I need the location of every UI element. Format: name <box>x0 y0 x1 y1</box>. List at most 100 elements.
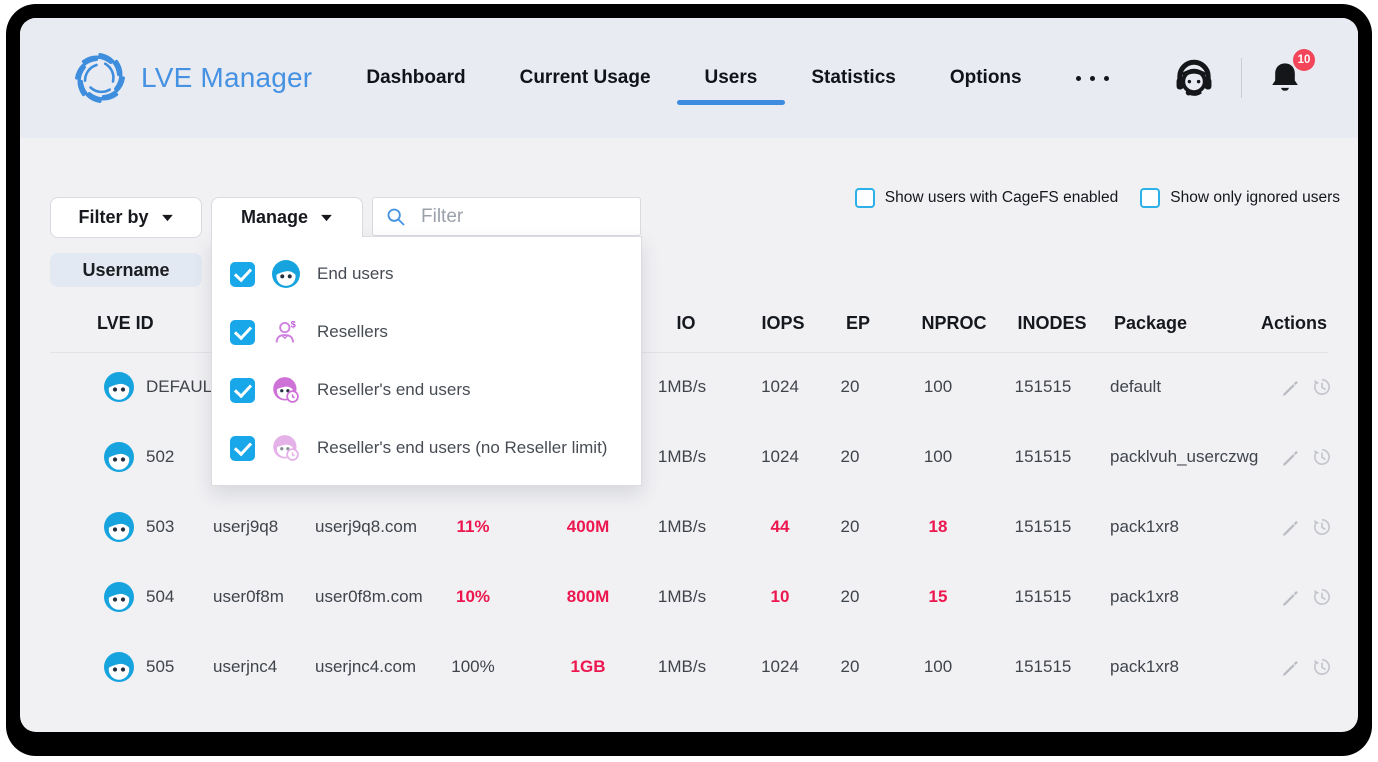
cell-cpu: 100% <box>451 657 495 676</box>
search-icon <box>385 206 407 228</box>
cell-iops: 1024 <box>761 447 799 466</box>
view-toggles: Show users with CageFS enabled Show only… <box>854 188 1340 208</box>
nav-item-dashboard[interactable]: Dashboard <box>366 67 466 88</box>
cell-iops: 10 <box>770 587 790 606</box>
ignored-checkbox[interactable] <box>1140 188 1161 208</box>
table-row: 505 userjnc4 userjnc4.com 100% 1GB 1MB/s 1024 2… <box>20 632 1358 702</box>
cell-package: pack1xr8 <box>1110 517 1179 536</box>
filter-username-chip[interactable]: Username <box>50 253 202 287</box>
chevron-down-icon <box>161 214 174 222</box>
user-avatar-icon <box>104 582 134 612</box>
cell-username: user0f8m <box>213 587 284 606</box>
column-header-nproc: NPROC <box>921 313 987 333</box>
pencil-icon <box>1279 656 1301 678</box>
history-button[interactable] <box>1311 446 1333 468</box>
column-header-package: Package <box>1114 313 1188 333</box>
cagefs-checkbox[interactable] <box>854 188 875 208</box>
nav-item-statistics[interactable]: Statistics <box>811 67 896 88</box>
edit-button[interactable] <box>1279 376 1301 398</box>
column-header-actions: Actions <box>1260 313 1327 333</box>
nav-item-current-usage[interactable]: Current Usage <box>519 67 651 88</box>
filter-by-button[interactable]: Filter by <box>50 197 202 238</box>
cell-nproc: 18 <box>928 517 948 536</box>
cell-iops: 1024 <box>761 657 799 676</box>
cell-io: 1MB/s <box>657 657 707 676</box>
history-button[interactable] <box>1311 376 1333 398</box>
cell-username: userjnc4 <box>213 657 278 676</box>
support-icon[interactable] <box>1171 55 1217 101</box>
user-avatar-icon <box>104 652 134 682</box>
checked-checkbox[interactable] <box>230 377 255 403</box>
edit-button[interactable] <box>1279 516 1301 538</box>
manage-dropdown: End users Resellers Reseller's end users Re… <box>211 236 642 486</box>
cell-package: pack1xr8 <box>1110 657 1179 676</box>
pencil-icon <box>1279 446 1301 468</box>
user-avatar-icon <box>104 372 134 402</box>
brand: LVE Manager <box>72 50 312 106</box>
table-row: 502 1MB/s 1024 20 100 151515 packlvuh_userczwg <box>20 422 1358 492</box>
dropdown-item-reseller-s-end-users[interactable]: Reseller's end users <box>212 376 641 404</box>
table-row: 503 userj9q8 userj9q8.com 11% 400M 1MB/s 44 20 1… <box>20 492 1358 562</box>
dropdown-item-resellers[interactable]: Resellers <box>212 318 641 346</box>
checked-checkbox[interactable] <box>230 319 255 345</box>
edit-button[interactable] <box>1279 586 1301 608</box>
cell-cpu: 11% <box>456 517 490 536</box>
edit-button[interactable] <box>1279 656 1301 678</box>
history-button[interactable] <box>1311 656 1333 678</box>
cell-memory: 800M <box>566 587 610 606</box>
filter-search-input[interactable] <box>419 204 623 229</box>
history-icon <box>1311 446 1333 468</box>
column-header-iops: IOPS <box>761 313 805 333</box>
nav-item-options[interactable]: Options <box>949 67 1022 88</box>
manage-label: Manage <box>240 207 309 227</box>
column-header-inodes: INODES <box>1017 313 1087 333</box>
cagefs-label: Show users with CageFS enabled <box>884 189 1119 206</box>
dropdown-item-label: Reseller's end users <box>317 380 471 399</box>
history-icon <box>1311 376 1333 398</box>
search-box <box>372 197 641 236</box>
column-header-lve-id: LVE ID <box>97 313 154 333</box>
cell-package: pack1xr8 <box>1110 587 1179 606</box>
dropdown-item-label: Resellers <box>317 322 388 341</box>
checked-checkbox[interactable] <box>230 261 255 287</box>
cell-domain: userjnc4.com <box>315 657 417 676</box>
dropdown-item-end-users[interactable]: End users <box>212 260 641 288</box>
edit-button[interactable] <box>1279 446 1301 468</box>
table-divider <box>50 352 1328 353</box>
cell-memory: 400M <box>566 517 610 536</box>
pencil-icon <box>1279 586 1301 608</box>
column-header-ep: EP <box>845 313 870 333</box>
history-button[interactable] <box>1311 516 1333 538</box>
cell-nproc: 15 <box>928 587 948 606</box>
cell-cpu: 10% <box>455 587 491 606</box>
dropdown-item-label: Reseller's end users (no Reseller limit) <box>317 438 608 457</box>
cell-io: 1MB/s <box>657 447 707 466</box>
user-avatar-icon <box>104 512 134 542</box>
cell-package: packlvuh_userczwg <box>1110 447 1259 466</box>
lve-logo-icon <box>72 50 128 106</box>
cell-io: 1MB/s <box>657 587 707 606</box>
i-enduser-icon <box>272 260 300 288</box>
history-icon <box>1311 656 1333 678</box>
table-row: DEFAULT 1MB/s 1024 20 100 151515 default <box>20 352 1358 422</box>
cell-inodes: 151515 <box>1014 377 1072 396</box>
active-tab-underline <box>676 100 786 105</box>
checked-checkbox[interactable] <box>230 435 255 461</box>
more-menu-button[interactable] <box>1075 75 1109 81</box>
cell-ep: 20 <box>840 517 860 536</box>
dropdown-item-reseller-s-end-users-no-reseller-limit-[interactable]: Reseller's end users (no Reseller limit) <box>212 434 641 462</box>
cell-memory: 1GB <box>570 657 606 676</box>
cell-package: default <box>1110 377 1162 396</box>
notifications-button[interactable]: 10 <box>1266 49 1315 98</box>
nav-item-users[interactable]: Users <box>676 67 786 105</box>
cell-ep: 20 <box>840 377 860 396</box>
history-button[interactable] <box>1311 586 1333 608</box>
manage-button[interactable]: Manage <box>211 197 363 237</box>
table-body: DEFAULT 1MB/s 1024 20 100 151515 default 502 1MB… <box>20 352 1358 702</box>
app-window: LVE Manager Dashboard Current Usage Users S… <box>20 18 1358 732</box>
cell-nproc: 100 <box>923 657 953 676</box>
i-rend-icon <box>272 376 300 404</box>
ignored-toggle: Show only ignored users <box>1140 188 1340 208</box>
cell-domain: user0f8m.com <box>315 587 423 606</box>
cell-lve_id: 504 <box>146 587 175 606</box>
